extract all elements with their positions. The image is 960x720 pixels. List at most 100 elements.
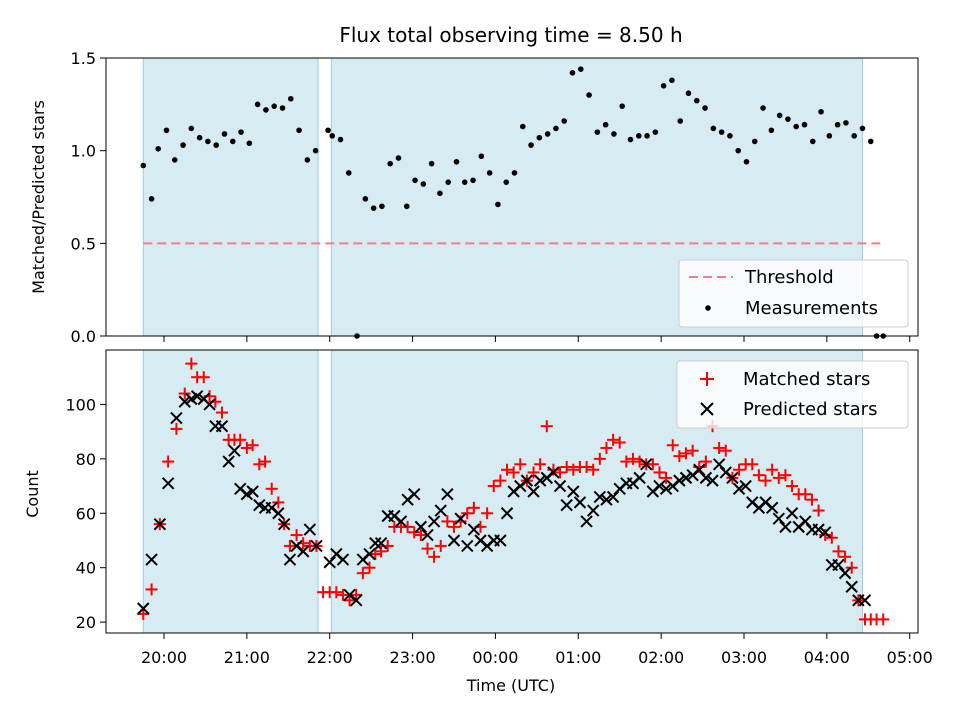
measurement-point [693, 97, 700, 104]
predicted-star-point [178, 395, 191, 408]
matched-star-point [428, 550, 441, 563]
matched-star-point [713, 441, 726, 454]
measurement-point [768, 127, 775, 134]
measurement-point [702, 105, 708, 111]
measurement-point [867, 138, 874, 145]
predicted-star-point [699, 471, 713, 485]
measurement-point [428, 160, 435, 167]
matched-star-point [534, 458, 547, 471]
predicted-star-point [246, 485, 259, 498]
measurement-point [445, 179, 452, 185]
predicted-star-point [394, 515, 408, 528]
matched-star-point [766, 463, 779, 476]
predicted-star-point [553, 479, 567, 493]
predicted-star-point [500, 507, 514, 520]
predicted-star-point [858, 594, 872, 607]
predicted-star-point [441, 488, 454, 501]
matched-star-point [421, 542, 434, 555]
predicted-star-point [838, 566, 852, 580]
predicted-star-point [693, 463, 706, 476]
matched-star-point [487, 480, 500, 493]
predicted-star-point [712, 458, 726, 471]
predicted-star-point [653, 479, 666, 493]
top-y-tick-label: 0.0 [71, 327, 96, 346]
measurement-point [635, 133, 642, 139]
predicted-star-point [374, 536, 388, 550]
predicted-star-point [779, 520, 792, 534]
measurement-point [345, 170, 352, 176]
predicted-star-point [586, 504, 600, 517]
matched-star-point [560, 461, 573, 474]
matched-star-point [587, 463, 600, 476]
threshold-legend-label: Threshold [744, 267, 834, 288]
matched-star-point [283, 539, 296, 552]
measurement-point [735, 147, 741, 154]
matched-star-point [162, 455, 175, 468]
predicted-star-point [454, 512, 467, 525]
matched-star-point [336, 588, 349, 601]
bottom-y-tick-label: 80 [76, 450, 96, 469]
matched-star-point [330, 586, 343, 599]
predicted-star-point [310, 539, 323, 553]
predicted-star-point [772, 512, 786, 525]
measurement-point [263, 107, 269, 113]
predicted-star-point [494, 534, 507, 547]
matched-star-point [680, 447, 692, 460]
predicted-star-point [520, 474, 534, 487]
measurement-point [743, 158, 750, 165]
measurement-point [818, 108, 824, 115]
measurement-point [669, 77, 675, 84]
matched-star-point [216, 406, 228, 419]
predicted-star-point [323, 556, 336, 569]
matched-star-point [414, 529, 427, 542]
measurement-point [727, 133, 733, 139]
measurement-point [395, 155, 402, 161]
predicted-star-point [600, 493, 613, 506]
predicted-star-point [283, 553, 297, 566]
predicted-star-point [573, 496, 587, 509]
matched-star-point [481, 507, 494, 520]
measurement-point [793, 123, 799, 130]
predicted-star-point [467, 523, 481, 536]
bottom-shaded-interval [142, 349, 319, 634]
matched-star-point [799, 488, 812, 501]
predicted-star-point [726, 471, 739, 485]
measurement-point [379, 203, 385, 210]
measurement-point [544, 131, 551, 137]
matched-star-point [494, 474, 507, 487]
measurement-point [171, 157, 178, 163]
predicted-star-point [673, 474, 686, 487]
predicted-star-point [785, 507, 799, 520]
matched-star-point [197, 371, 210, 384]
matched-legend-swatch [700, 372, 714, 386]
measurement-point [809, 138, 816, 145]
bottom-y-tick-label: 100 [65, 395, 96, 414]
predicted-star-point [222, 455, 235, 468]
top-x-ticks [163, 336, 911, 342]
matched-star-point [607, 433, 620, 446]
predicted-star-point [706, 474, 719, 487]
predicted-star-point [606, 490, 620, 504]
matched-star-point [253, 458, 266, 471]
predicted-star-point [434, 504, 447, 517]
measurement-point [611, 131, 617, 137]
bottom-legend-box [676, 360, 909, 429]
predicted-star-point [296, 545, 310, 558]
top-legend: Threshold Measurements [678, 259, 909, 328]
matched-star-point [660, 471, 673, 484]
predicted-star-point [580, 515, 593, 528]
top-shaded-interval [142, 57, 319, 337]
matched-star-point [170, 422, 183, 435]
matched-star-point [786, 480, 799, 493]
measurement-point [569, 70, 576, 76]
bottom-x-tick-label: 02:00 [638, 648, 684, 667]
predicted-star-point [408, 488, 421, 501]
matched-stars-points [137, 357, 890, 626]
measurement-point [776, 112, 783, 119]
bottom-x-tick-label: 21:00 [224, 648, 270, 667]
measurement-point [148, 196, 155, 202]
measurement-point [287, 95, 294, 102]
measurement-point [602, 121, 609, 128]
measurement-point [843, 120, 849, 126]
matched-star-point [653, 466, 666, 479]
